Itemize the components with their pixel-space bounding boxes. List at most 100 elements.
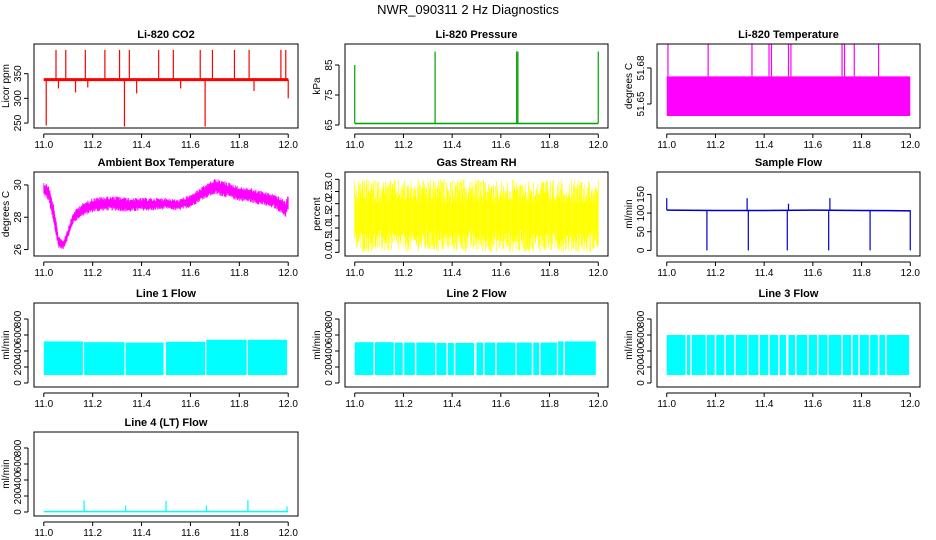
panel-6-x-tick-label: 11.8 (852, 268, 871, 279)
panel-10-y-tick-label: 800 (13, 439, 24, 456)
figure-title: NWR_090311 2 Hz Diagnostics (377, 2, 559, 17)
panel-6-x-tick-label: 11.4 (755, 268, 774, 279)
panel-9-plot-area (666, 334, 910, 375)
panel-9: Line 3 Flow ml/min 11.0 11.2 11.4 11.6 11.8 12.… (624, 288, 921, 410)
panel-4-y-tick-label: 30 (13, 179, 24, 191)
panel-5-y-tick-label: 1.0 (324, 221, 335, 235)
panel-5-x-tick-label: 11.0 (345, 268, 364, 279)
panel-5-y-tick-label: 0.5 (324, 233, 335, 247)
panel-10-x-tick-label: 12.0 (278, 528, 298, 539)
panel-9-frame (656, 302, 921, 388)
panel-4-y-tick-label: 26 (13, 244, 24, 256)
panel-7-ylabel: ml/min (1, 330, 12, 359)
panel-2-x-tick-label: 11.6 (491, 140, 510, 151)
panel-2-y-tick-label: 85 (324, 59, 335, 71)
panel-7-plot-area (43, 339, 287, 375)
panel-5-y-tick-label: 3.0 (324, 172, 335, 186)
panel-9-flow-segment (706, 335, 748, 375)
panel-8-flow-segment (516, 342, 557, 375)
panel-5-x-tick-label: 11.6 (491, 268, 510, 279)
panel-10-y-tick-label: 0 (13, 509, 24, 515)
panel-4-frame (33, 171, 299, 257)
panel-3-plot-area (666, 44, 911, 116)
panel-7-y-tick-label: 400 (13, 342, 24, 359)
panel-9-x-tick-label: 11.0 (657, 399, 676, 410)
panel-1-x-tick-label: 12.0 (278, 140, 298, 151)
panel-3-x-tick-label: 11.0 (657, 140, 676, 151)
panel-9-y-tick-label: 800 (636, 310, 647, 327)
panel-6-x-tick-label: 11.0 (657, 268, 676, 279)
panel-6-x-tick-label: 12.0 (901, 268, 921, 279)
panel-3-x-tick-label: 11.6 (803, 140, 822, 151)
panel-10-y-tick-label: 400 (13, 471, 24, 488)
panel-8-plot-area (354, 341, 596, 375)
panel-6-frame (656, 171, 921, 257)
panel-9-ylabel: ml/min (624, 330, 635, 359)
panel-10-frame (33, 431, 299, 517)
panel-7-x-tick-label: 11.2 (83, 399, 102, 410)
panel-7-x-tick-label: 12.0 (278, 399, 298, 410)
panel-6-y-tick-label: 150 (636, 186, 647, 203)
panel-9-x-tick-label: 12.0 (901, 399, 921, 410)
panel-7-y-tick-label: 800 (13, 310, 24, 327)
panel-4-x-tick-label: 11.4 (132, 268, 151, 279)
panel-8-title: Line 2 Flow (447, 288, 507, 300)
panel-10-x-tick-label: 11.8 (230, 528, 249, 539)
panel-1-x-tick-label: 11.6 (181, 140, 200, 151)
panel-8: Line 2 Flow ml/min 11.0 11.2 11.4 11.6 11.8 12.… (312, 288, 609, 410)
panel-6: Sample Flow ml/min 11.0 11.2 11.4 11.6 11.8 12.… (624, 157, 921, 279)
panel-9-flow-segment (748, 335, 787, 375)
panel-7-flow-segment (206, 339, 247, 375)
panel-7-flow-segment (43, 341, 83, 375)
panel-7-y-tick-label: 200 (13, 358, 24, 375)
panel-1-frame (33, 43, 299, 129)
panel-5-x-tick-label: 12.0 (589, 268, 609, 279)
panel-5-x-tick-label: 11.2 (394, 268, 413, 279)
chart-panels: Li-820 CO2 Licor ppm 11.0 11.2 11.4 11.6 11.8 1… (1, 29, 921, 539)
panel-4: Ambient Box Temperature degrees C 11.0 11.2… (1, 157, 299, 279)
panel-10-x-tick-label: 11.2 (83, 528, 102, 539)
panel-7-flow-segment (125, 342, 164, 375)
panel-8-x-tick-label: 11.6 (491, 399, 510, 410)
panel-2-frame (344, 43, 609, 129)
panel-8-x-tick-label: 11.4 (443, 399, 462, 410)
panel-9-x-tick-label: 11.6 (803, 399, 822, 410)
panel-4-x-tick-label: 11.6 (181, 268, 200, 279)
panel-10-plot-area (43, 500, 289, 513)
panel-2-ylabel: kPa (312, 77, 323, 95)
panel-1-y-tick-label: 350 (13, 65, 24, 82)
panel-2-x-tick-label: 12.0 (589, 140, 609, 151)
panel-3-frame (656, 43, 921, 129)
panel-8-y-tick-label: 400 (324, 342, 335, 359)
panel-4-plot-area (43, 179, 289, 249)
panel-4-x-tick-label: 12.0 (278, 268, 298, 279)
panel-5-ylabel: percent (312, 197, 323, 231)
panel-2-plot-area (354, 51, 599, 125)
panel-6-y-tick-label: 50 (636, 226, 647, 238)
panel-2-x-tick-label: 11.0 (345, 140, 364, 151)
panel-5-plot-area (354, 179, 599, 253)
panel-1-y-tick-label: 300 (13, 90, 24, 107)
panel-4-x-tick-label: 11.0 (34, 268, 53, 279)
panel-9-x-tick-label: 11.2 (706, 399, 725, 410)
panel-1-x-tick-label: 11.0 (34, 140, 53, 151)
panel-6-title: Sample Flow (755, 157, 823, 169)
panel-6-y-tick-label: 100 (636, 204, 647, 221)
panel-8-x-tick-label: 11.0 (345, 399, 364, 410)
panel-8-y-tick-label: 0 (324, 380, 335, 386)
panel-3-x-tick-label: 11.4 (755, 140, 774, 151)
panel-7-flow-segment (247, 339, 287, 375)
panel-5-title: Gas Stream RH (436, 157, 516, 169)
panel-7: Line 1 Flow ml/min 11.0 11.2 11.4 11.6 11.8 12.… (1, 288, 299, 410)
panel-5-x-tick-label: 11.4 (443, 268, 462, 279)
panel-7-x-tick-label: 11.0 (34, 399, 53, 410)
panel-1-y-tick-label: 250 (13, 114, 24, 131)
panel-9-y-tick-label: 0 (636, 380, 647, 386)
panel-2-x-tick-label: 11.2 (394, 140, 413, 151)
panel-6-series-line (666, 209, 911, 212)
panel-10-x-tick-label: 11.0 (34, 528, 53, 539)
panel-6-x-tick-label: 11.2 (706, 268, 725, 279)
panel-8-frame (344, 302, 609, 388)
panel-1-title: Li-820 CO2 (137, 29, 194, 41)
